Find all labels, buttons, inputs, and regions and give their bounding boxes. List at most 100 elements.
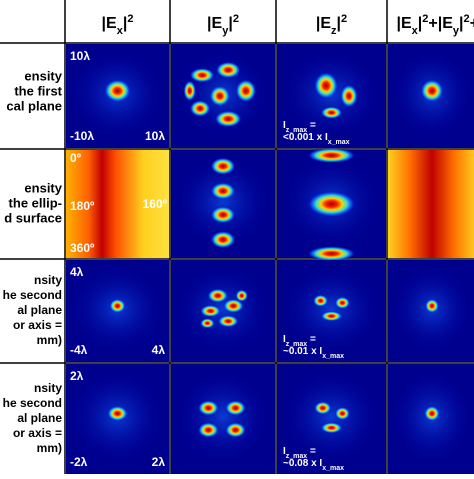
row-label: ensity (24, 180, 62, 195)
note: Iz_max = (283, 334, 316, 348)
intensity-spot (424, 405, 440, 422)
text-part: y (222, 25, 229, 37)
text-part: x (412, 25, 419, 37)
intensity-spot (183, 80, 196, 102)
row-label: al plane (17, 411, 62, 425)
text-part: z_max (286, 127, 308, 134)
text-part: ~0.01 x I (283, 346, 322, 357)
halo (176, 266, 270, 352)
text-part: x_max (322, 465, 344, 472)
intensity-spot (314, 401, 332, 415)
text-part: 2 (127, 13, 133, 25)
text-part: | (459, 15, 463, 32)
text-part: | (123, 15, 127, 32)
intensity-spot (107, 405, 128, 422)
intensity-spot (235, 289, 248, 302)
row-label: d surface (4, 210, 62, 225)
intensity-spot (334, 406, 351, 421)
text-part: +|E (428, 15, 453, 32)
angle-label: 360º (70, 241, 95, 255)
scale-label: 4λ (152, 343, 166, 357)
intensity-spot (210, 206, 236, 224)
column-header: |Ey|2 (207, 13, 239, 37)
intensity-spot (109, 298, 126, 314)
note: Iz_max = (283, 446, 316, 460)
text-part: ~0.08 x I (283, 458, 322, 469)
text-part: |E (397, 15, 412, 32)
scale-label: 2λ (152, 455, 166, 469)
intensity-spot (307, 191, 356, 217)
intensity-spot (340, 84, 358, 108)
text-part: | (228, 15, 232, 32)
heatmap (66, 150, 169, 258)
row-label: nsity (34, 381, 62, 395)
note: ~0.08 x Ix_max (283, 458, 344, 472)
intensity-spot (214, 110, 242, 128)
text-part: <0.001 x I (283, 132, 328, 143)
intensity-spot (334, 296, 351, 309)
row-label: nsity (34, 273, 62, 287)
intensity-spot (225, 422, 246, 438)
scale-label: -4λ (70, 343, 88, 357)
row-label: the ellip- (9, 195, 62, 210)
intensity-spot (225, 400, 246, 416)
intensity-spot (189, 100, 211, 117)
intensity-spot (320, 422, 343, 434)
text-part: 2 (341, 13, 347, 25)
text-part: 2 (233, 13, 239, 25)
text-part: x_max (328, 139, 350, 146)
scale-label: 10λ (70, 49, 90, 63)
text-part: 2 (464, 13, 470, 25)
text-part: | (337, 15, 341, 32)
angle-label: 160º (143, 197, 168, 211)
row-label: he second (3, 288, 62, 302)
row-label: the first (14, 83, 62, 98)
text-part: z_max (286, 341, 308, 348)
intensity-spot (198, 422, 219, 438)
scale-label: 4λ (70, 265, 84, 279)
row-label: or axis = (13, 426, 62, 440)
text-part: = (307, 446, 316, 457)
scale-label: -10λ (70, 129, 94, 143)
intensity-spot (210, 231, 236, 249)
text-part: +| (470, 15, 474, 32)
note: <0.001 x Ix_max (283, 132, 350, 146)
intensity-spot (420, 79, 444, 103)
intensity-spot (200, 304, 221, 318)
halo (282, 266, 381, 352)
intensity-spot (189, 67, 215, 83)
column-header: |Ex|2 (102, 13, 134, 37)
angle-label: 0º (70, 151, 82, 165)
text-part: |E (316, 15, 331, 32)
text-part: x_max (322, 353, 344, 360)
note: ~0.01 x Ix_max (283, 346, 344, 360)
intensity-spot (320, 106, 343, 119)
row-label: ensity (24, 68, 62, 83)
text-part: = (307, 334, 316, 345)
intensity-spot (209, 85, 231, 107)
text-part: z (331, 25, 337, 37)
row-label: al plane (17, 303, 62, 317)
text-part: y (453, 25, 460, 37)
text-part: |E (207, 15, 222, 32)
text-part: 2 (422, 13, 428, 25)
intensity-spot (200, 318, 215, 329)
scale-label: 10λ (145, 129, 165, 143)
intensity-spot (312, 294, 329, 307)
row-label: mm) (37, 441, 62, 455)
note: Iz_max = (283, 120, 316, 134)
text-part: = (307, 120, 316, 131)
angle-label: 180º (70, 199, 95, 213)
scale-label: -2λ (70, 455, 88, 469)
row-label: mm) (37, 333, 62, 347)
halo (176, 370, 270, 463)
intensity-spot (235, 79, 257, 103)
row-label: cal plane (6, 98, 62, 113)
intensity-spot (210, 157, 236, 175)
scale-label: 2λ (70, 369, 84, 383)
intensity-spot (207, 288, 229, 303)
intensity-spot (320, 311, 343, 322)
row-label: he second (3, 396, 62, 410)
text-part: I (283, 334, 286, 345)
